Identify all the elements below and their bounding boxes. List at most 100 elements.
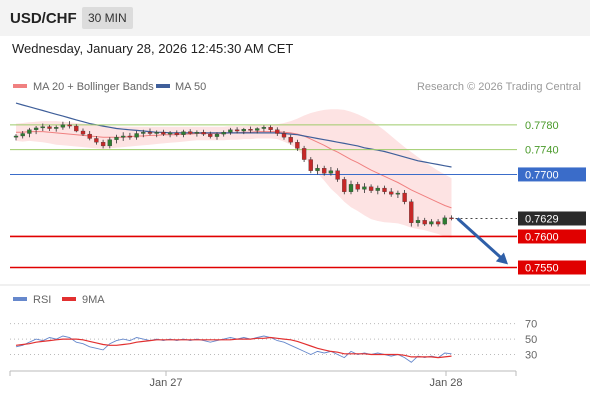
candle-body [94, 138, 99, 143]
candle-body [328, 170, 334, 174]
candle-body [147, 132, 153, 134]
candle-body [402, 192, 407, 202]
candle-body [134, 133, 139, 138]
level-label-1: 0.7740 [525, 145, 559, 157]
candle-body [60, 124, 66, 128]
candle-body [429, 221, 434, 225]
candle-body [275, 129, 280, 134]
x-tick-label: Jan 28 [429, 377, 462, 389]
candle-body [114, 137, 119, 140]
rsi-legend-label: RSI [33, 294, 51, 306]
rsi-line [15, 335, 452, 363]
candle-body [194, 132, 200, 134]
candle-body [161, 132, 166, 135]
candle-body [395, 192, 401, 195]
level-label-4: 0.7600 [525, 231, 559, 243]
bb-legend-swatch [13, 84, 27, 88]
timeframe-button[interactable]: 30 MIN [82, 7, 133, 29]
level-label-2: 0.7700 [525, 169, 559, 181]
candle-body [435, 221, 441, 225]
level-label-5: 0.7550 [525, 262, 559, 274]
candle-body [248, 129, 253, 131]
candle-body [127, 135, 133, 138]
candle-body [335, 170, 340, 180]
level-label-3: 0.7629 [525, 213, 559, 225]
candle-body [368, 186, 374, 191]
candle-body [308, 159, 313, 171]
bollinger-band-area [16, 109, 452, 238]
forecast-arrow-head [495, 252, 508, 265]
candle-body [107, 139, 112, 147]
candle-body [422, 220, 427, 225]
date-label: Wednesday, January 28, 2026 12:45:30 AM … [12, 41, 294, 56]
candle-body [67, 124, 72, 127]
candle-body [355, 184, 360, 190]
candle-body [33, 127, 39, 130]
x-axis: Jan 27 Jan 28 [9, 371, 517, 389]
candle-body [20, 133, 25, 137]
candle-body [281, 133, 287, 138]
candle-body [74, 125, 79, 132]
rsi-legend-swatch [13, 297, 27, 301]
candle-body [141, 132, 146, 134]
x-tick-label: Jan 27 [149, 377, 182, 389]
candle-body [174, 132, 179, 135]
candle-body [268, 127, 273, 130]
candle-body [188, 131, 193, 134]
candle-body [121, 135, 126, 138]
level-tag-2 [518, 167, 586, 182]
level-tag-5 [518, 260, 586, 275]
candle-body [362, 186, 367, 190]
candle-body [40, 126, 45, 129]
candle-body [13, 135, 19, 138]
candle-body [241, 129, 246, 132]
candle-body [442, 217, 447, 225]
forecast-arrow-line [456, 217, 506, 262]
header-bar: USD/CHF 30 MIN [0, 0, 590, 36]
candle-body [375, 187, 380, 191]
candle-body [415, 220, 421, 223]
ma50-legend-swatch [156, 84, 170, 88]
candle-body [288, 137, 293, 143]
candle-body [382, 187, 387, 192]
symbol-title: USD/CHF [10, 10, 77, 27]
candle-body [47, 126, 52, 129]
rsi-ma-legend-label: 9MA [82, 294, 105, 306]
candle-body [301, 148, 307, 160]
candle-body [167, 132, 173, 135]
candle-body [87, 133, 92, 139]
rsi-ma-line [15, 336, 452, 359]
candle-body [208, 133, 213, 137]
rsi-ma-legend-swatch [62, 297, 76, 301]
candle-body [315, 168, 320, 171]
candle-body [389, 191, 394, 195]
candle-body [348, 184, 354, 192]
candle-body [255, 128, 260, 131]
candle-body [181, 131, 186, 135]
candle-body [80, 130, 86, 135]
candle-body [261, 127, 267, 129]
candle-body [201, 132, 206, 135]
credit-label: Research © 2026 Trading Central [417, 81, 581, 93]
rsi-chart: 70 50 30 [10, 319, 537, 363]
rsi-tick-label: 50 [525, 334, 537, 346]
level-tag-3 [518, 211, 586, 226]
rsi-tick-label: 30 [525, 350, 537, 362]
candle-body [154, 132, 159, 134]
level-label-0: 0.7780 [525, 120, 559, 132]
ma50-legend-label: MA 50 [175, 81, 206, 93]
candle-body [234, 129, 240, 132]
rsi-tick-label: 70 [525, 319, 537, 331]
price-chart: 0.7780 0.7740 0.7700 0.7629 0.7600 0.7550 [10, 102, 586, 275]
candle-body [322, 168, 327, 174]
candle-body [27, 129, 32, 134]
candle-body [54, 127, 59, 129]
candle-body [100, 142, 106, 147]
bb-legend-label: MA 20 + Bollinger Bands [33, 81, 154, 93]
level-tag-4 [518, 229, 586, 244]
candle-body [214, 133, 220, 137]
ma50-line [15, 102, 452, 168]
candle-body [228, 129, 233, 133]
candle-body [342, 179, 347, 192]
